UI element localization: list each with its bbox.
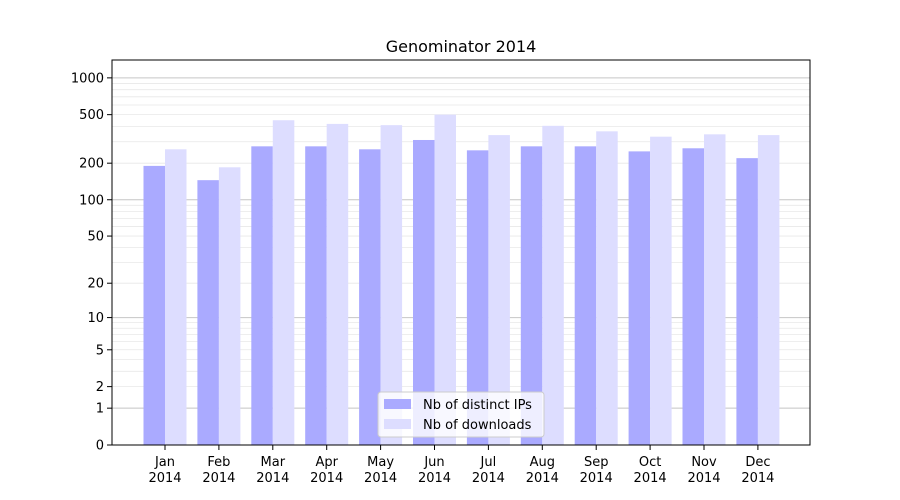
bar-distinct-ips <box>520 146 543 445</box>
x-tick-label-year: 2014 <box>741 471 774 486</box>
bar-distinct-ips <box>359 149 381 445</box>
y-tick-label: 0 <box>96 439 104 454</box>
x-tick-label-year: 2014 <box>634 471 667 486</box>
bar-distinct-ips <box>466 150 489 445</box>
bar-downloads <box>542 125 564 445</box>
legend-box <box>377 391 545 438</box>
bar-distinct-ips <box>682 148 704 445</box>
legend-label-downloads: Nb of downloads <box>423 418 532 433</box>
bar-downloads <box>650 136 672 446</box>
y-axis: 0 1 2 5 10 20 50 100 200 500 1000 <box>71 71 112 454</box>
bar-distinct-ips <box>413 139 435 446</box>
y-tick-label: 10 <box>87 311 104 326</box>
x-tick-label-month: Feb <box>207 455 230 470</box>
bar-downloads <box>380 125 403 445</box>
bar-downloads <box>326 123 349 445</box>
bar-downloads <box>488 135 510 445</box>
bar-distinct-ips <box>305 146 327 445</box>
x-tick-label-month: Jul <box>480 455 497 470</box>
x-tick-label-year: 2014 <box>580 471 613 486</box>
legend-swatch-distinct-ips <box>384 399 411 409</box>
bar-downloads <box>218 167 241 445</box>
x-tick-label-month: Mar <box>261 455 286 470</box>
bar-distinct-ips <box>143 165 165 446</box>
x-tick-label-month: Oct <box>639 455 661 470</box>
x-tick-label-month: Jan <box>154 455 175 470</box>
bar-distinct-ips <box>574 146 597 445</box>
legend-swatch-downloads <box>384 419 411 429</box>
x-tick-label-month: Apr <box>315 455 338 470</box>
chart-title: Genominator 2014 <box>386 37 537 56</box>
bar-downloads <box>757 135 780 445</box>
x-tick-label-year: 2014 <box>526 471 559 486</box>
y-tick-label: 5 <box>96 343 104 358</box>
legend: Nb of distinct IPs Nb of downloads <box>377 391 545 438</box>
bar-downloads <box>434 114 456 445</box>
plot-frame <box>111 59 811 446</box>
x-tick-label-month: Dec <box>745 455 770 470</box>
bar-downloads <box>596 131 618 445</box>
x-tick-label-year: 2014 <box>687 471 720 486</box>
bar-downloads <box>704 134 726 445</box>
x-tick-label-month: Jun <box>423 455 444 470</box>
bars <box>143 114 780 446</box>
y-tick-label: 1 <box>96 402 104 417</box>
x-axis: Jan2014Feb2014Mar2014Apr2014May2014Jun20… <box>148 445 774 486</box>
y-tick-label: 50 <box>87 230 104 245</box>
x-tick-label-month: Aug <box>530 455 555 470</box>
x-tick-label-year: 2014 <box>256 471 289 486</box>
y-tick-label: 20 <box>87 277 104 292</box>
y-tick-label: 1000 <box>71 71 104 86</box>
x-tick-label-month: Sep <box>584 455 609 470</box>
bar-distinct-ips <box>628 151 651 446</box>
bar-distinct-ips <box>197 180 219 446</box>
y-tick-label: 2 <box>96 380 104 395</box>
x-tick-label-year: 2014 <box>148 471 181 486</box>
x-tick-label-year: 2014 <box>310 471 343 486</box>
y-tick-label: 200 <box>79 157 104 172</box>
x-tick-label-year: 2014 <box>418 471 451 486</box>
x-tick-label-month: Nov <box>691 455 717 470</box>
y-tick-label: 500 <box>79 108 104 123</box>
x-tick-label-year: 2014 <box>472 471 505 486</box>
y-tick-label: 100 <box>79 193 104 208</box>
bar-distinct-ips <box>736 158 758 445</box>
bar-downloads <box>165 149 187 445</box>
x-tick-label-year: 2014 <box>364 471 397 486</box>
x-tick-label-month: May <box>367 455 394 470</box>
bar-distinct-ips <box>251 146 273 445</box>
legend-label-distinct-ips: Nb of distinct IPs <box>423 398 532 413</box>
bar-downloads <box>272 120 295 446</box>
x-tick-label-year: 2014 <box>202 471 235 486</box>
